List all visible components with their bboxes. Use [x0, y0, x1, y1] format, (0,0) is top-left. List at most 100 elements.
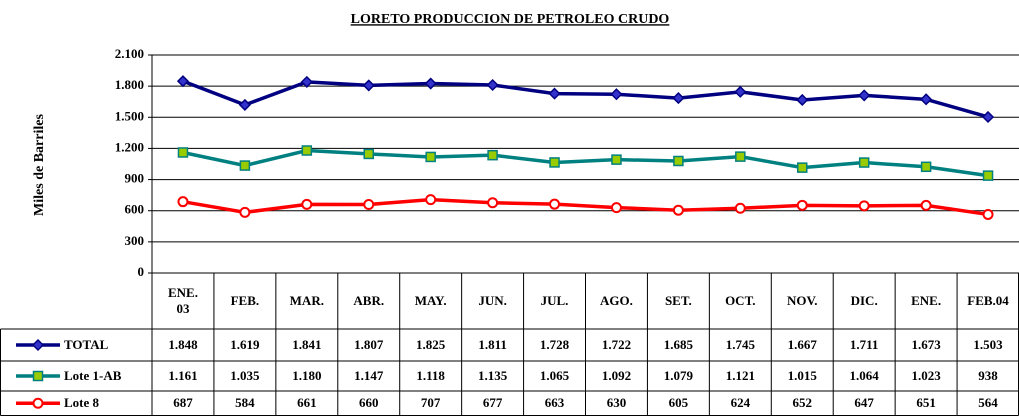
marker [300, 75, 313, 88]
table-value: 661 [297, 395, 317, 410]
table-value: 1.161 [168, 368, 197, 383]
table-value: 1.825 [416, 337, 446, 352]
table-value: 1.147 [354, 368, 384, 383]
table-value: 1.065 [540, 368, 570, 383]
marker [858, 200, 870, 212]
marker [796, 93, 809, 107]
x-tick-label: ENE. 03 [167, 285, 198, 316]
table-value: 1.064 [850, 368, 880, 383]
y-tick-label: 1.800 [115, 77, 144, 92]
table-value: 1.711 [850, 337, 879, 352]
marker [920, 199, 932, 211]
legend-marker [31, 338, 45, 352]
y-tick-label: 1.500 [115, 108, 144, 123]
marker [796, 199, 808, 211]
legend-label: Lote 1-AB [64, 368, 122, 383]
x-category-cell: JUN. [478, 293, 507, 308]
marker [982, 208, 994, 220]
table-value: 1.035 [230, 368, 260, 383]
y-axis-label: Miles de Barriles [32, 114, 47, 216]
table-value: 605 [669, 395, 689, 410]
x-category-cell: JUL. [541, 293, 569, 308]
table-value: 1.092 [602, 368, 631, 383]
table-value: 1.841 [292, 337, 321, 352]
table-value: 1.503 [973, 337, 1003, 352]
marker [611, 154, 622, 165]
table-value: 1.673 [911, 337, 941, 352]
table-value: 663 [545, 395, 565, 410]
y-tick-label: 1.200 [115, 139, 144, 154]
marker [549, 198, 561, 210]
x-category-cell: MAY. [414, 293, 447, 308]
marker [797, 162, 808, 173]
marker [735, 151, 746, 162]
marker [176, 75, 190, 88]
x-category-cell: FEB.04 [967, 293, 1009, 308]
x-category-cell: MAR. [290, 293, 324, 308]
table-value: 1.848 [168, 337, 198, 352]
x-category-cell: ENE. [911, 293, 942, 308]
legend-marker [32, 370, 44, 382]
x-tick-label: FEB. [230, 293, 260, 308]
table-value: 1.619 [230, 337, 260, 352]
chart-title: LORETO PRODUCCION DE PETROLEO CRUDO [351, 12, 670, 27]
x-category-cell: ENE. 03 [167, 285, 198, 316]
x-tick-label: NOV. [787, 293, 818, 308]
x-tick-label: ENE. [911, 293, 942, 308]
y-tick-label: 2.100 [115, 46, 144, 61]
y-tick-label: 600 [125, 202, 145, 217]
series-line [182, 79, 989, 119]
x-category-cell: ABR. [353, 293, 385, 308]
x-category-cell: NOV. [787, 293, 818, 308]
marker [981, 110, 995, 124]
y-tick-label: 900 [125, 171, 145, 186]
marker [610, 202, 622, 214]
x-tick-label: AGO. [600, 293, 633, 308]
x-category-cell: DIC. [851, 293, 878, 308]
table-value: 1.015 [788, 368, 818, 383]
series-line [182, 197, 989, 217]
table-value: 677 [483, 395, 503, 410]
marker [858, 157, 870, 168]
table-value: 1.745 [726, 337, 756, 352]
marker [486, 78, 499, 92]
table-value: 707 [421, 395, 441, 410]
x-tick-label: MAY. [414, 293, 447, 308]
table-value: 1.685 [664, 337, 694, 352]
table-value: 652 [793, 395, 813, 410]
marker [673, 155, 684, 167]
table-value: 1.667 [788, 337, 818, 352]
x-tick-label: ABR. [353, 293, 385, 308]
table-value: 1.728 [540, 337, 570, 352]
marker [424, 77, 437, 90]
marker [363, 148, 374, 160]
marker [672, 204, 684, 216]
table-value: 660 [359, 395, 379, 410]
marker [425, 194, 437, 206]
marker [239, 160, 251, 171]
table-value: 687 [173, 395, 193, 410]
y-tick-label: 300 [125, 233, 145, 248]
x-tick-label: JUN. [478, 293, 507, 308]
marker [301, 145, 313, 156]
legend-label: TOTAL [64, 337, 109, 352]
x-category-cell: OCT. [725, 293, 755, 308]
x-category-cell: AGO. [600, 293, 633, 308]
table-value: 1.811 [478, 337, 507, 352]
marker [982, 170, 994, 181]
marker [425, 151, 436, 163]
legend-marker [32, 397, 44, 409]
marker [734, 85, 747, 98]
marker [239, 206, 251, 218]
table-value: 1.135 [478, 368, 508, 383]
marker [734, 202, 746, 214]
marker [548, 87, 561, 100]
marker [920, 93, 933, 106]
marker [487, 149, 498, 161]
table-value: 1.118 [416, 368, 445, 383]
marker [858, 89, 871, 102]
x-tick-label: SET. [664, 293, 692, 308]
y-tick-label: 0 [138, 264, 145, 279]
table-value: 1.180 [292, 368, 321, 383]
